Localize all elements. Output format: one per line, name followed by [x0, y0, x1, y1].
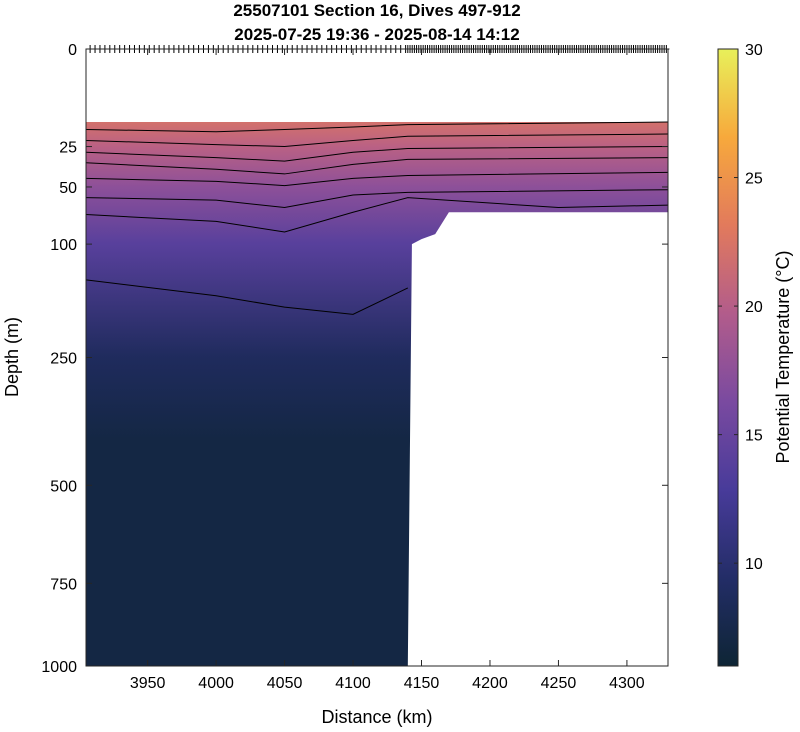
y-tick-label: 250: [50, 351, 77, 368]
contour-line-1: [86, 121, 668, 133]
colorbar-tick-label: 20: [745, 299, 763, 316]
contour-line-7: [86, 197, 668, 233]
y-tick-label: 25: [59, 140, 77, 157]
y-tick-label: 1000: [41, 659, 77, 676]
contour-line-6: [86, 189, 668, 209]
x-tick-label: 4150: [404, 675, 440, 692]
temperature-field: [86, 122, 668, 666]
y-axis-label: Depth (m): [2, 317, 22, 397]
contour-line-8: [86, 279, 409, 315]
contour-line-3: [86, 146, 668, 162]
x-axis: 3950 4000 4050 4100 4150 4200 4250 4300: [130, 49, 645, 692]
y-tick-label: 500: [50, 478, 77, 495]
plot-area: [86, 45, 670, 666]
x-tick-label: 4100: [335, 675, 371, 692]
colorbar-tick-label: 10: [745, 556, 763, 573]
y-tick-label: 100: [50, 237, 77, 254]
x-tick-label: 4300: [609, 675, 645, 692]
colorbar: 10 15 20 25 30: [717, 42, 763, 667]
contour-line-4: [86, 157, 668, 175]
chart-title-line-1: 25507101 Section 16, Dives 497-912: [233, 1, 520, 20]
x-tick-label: 4050: [267, 675, 303, 692]
y-tick-label: 750: [50, 576, 77, 593]
y-axis: 0 25 50 100 250 500 750 1000: [41, 42, 668, 676]
colorbar-ticks: 10 15 20 25 30: [718, 42, 763, 573]
chart-title-line-2: 2025-07-25 19:36 - 2025-08-14 14:12: [234, 25, 519, 44]
colorbar-gradient: [717, 48, 739, 667]
x-tick-label: 4250: [541, 675, 577, 692]
y-tick-label: 0: [68, 42, 77, 59]
x-axis-label: Distance (km): [321, 707, 432, 727]
colorbar-tick-label: 15: [745, 428, 763, 445]
colorbar-tick-label: 25: [745, 171, 763, 188]
x-tick-label: 4000: [198, 675, 234, 692]
colorbar-label: Potential Temperature (°C): [773, 251, 793, 464]
x-tick-label: 4200: [472, 675, 508, 692]
contour-line-5: [86, 171, 668, 187]
colorbar-tick-label: 30: [745, 42, 763, 59]
contour-line-2: [86, 133, 668, 148]
y-tick-label: 50: [59, 180, 77, 197]
x-tick-label: 3950: [130, 675, 166, 692]
